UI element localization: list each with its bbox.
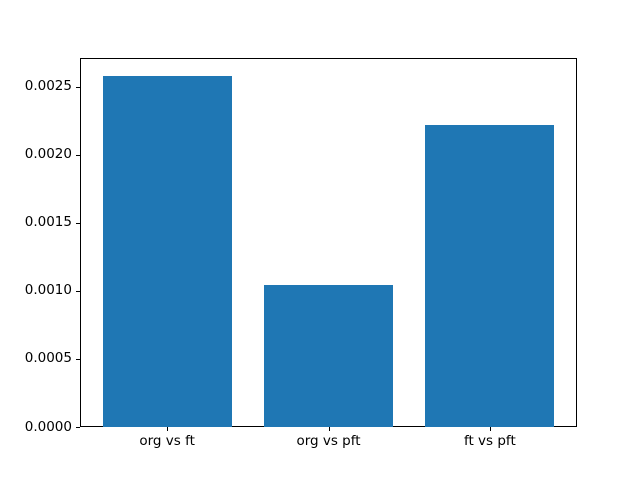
y-tick-label: 0.0010 [24,282,72,299]
x-tick-label: ft vs pft [463,433,516,449]
y-tick-mark [76,358,80,360]
y-tick-label: 0.0020 [24,146,72,163]
y-tick-label: 0.0025 [24,78,72,95]
y-tick-mark [76,86,80,88]
x-tick-mark [328,427,330,431]
y-tick-mark [76,427,80,428]
y-tick-label: 0.0005 [24,350,72,367]
y-tick-label: 0.0015 [24,214,72,231]
x-tick-label: org vs pft [296,433,361,449]
y-tick-mark [76,154,80,156]
x-tick-mark [489,427,491,431]
bar-org-vs-ft [102,75,232,427]
x-tick-mark [167,427,169,431]
bar-org-vs-pft [263,285,394,427]
x-tick-label: org vs ft [139,433,195,449]
y-tick-label: 0.0000 [24,418,72,435]
y-tick-mark [76,290,80,292]
y-tick-mark [76,222,80,224]
bar-ft-vs-pft [425,124,555,427]
